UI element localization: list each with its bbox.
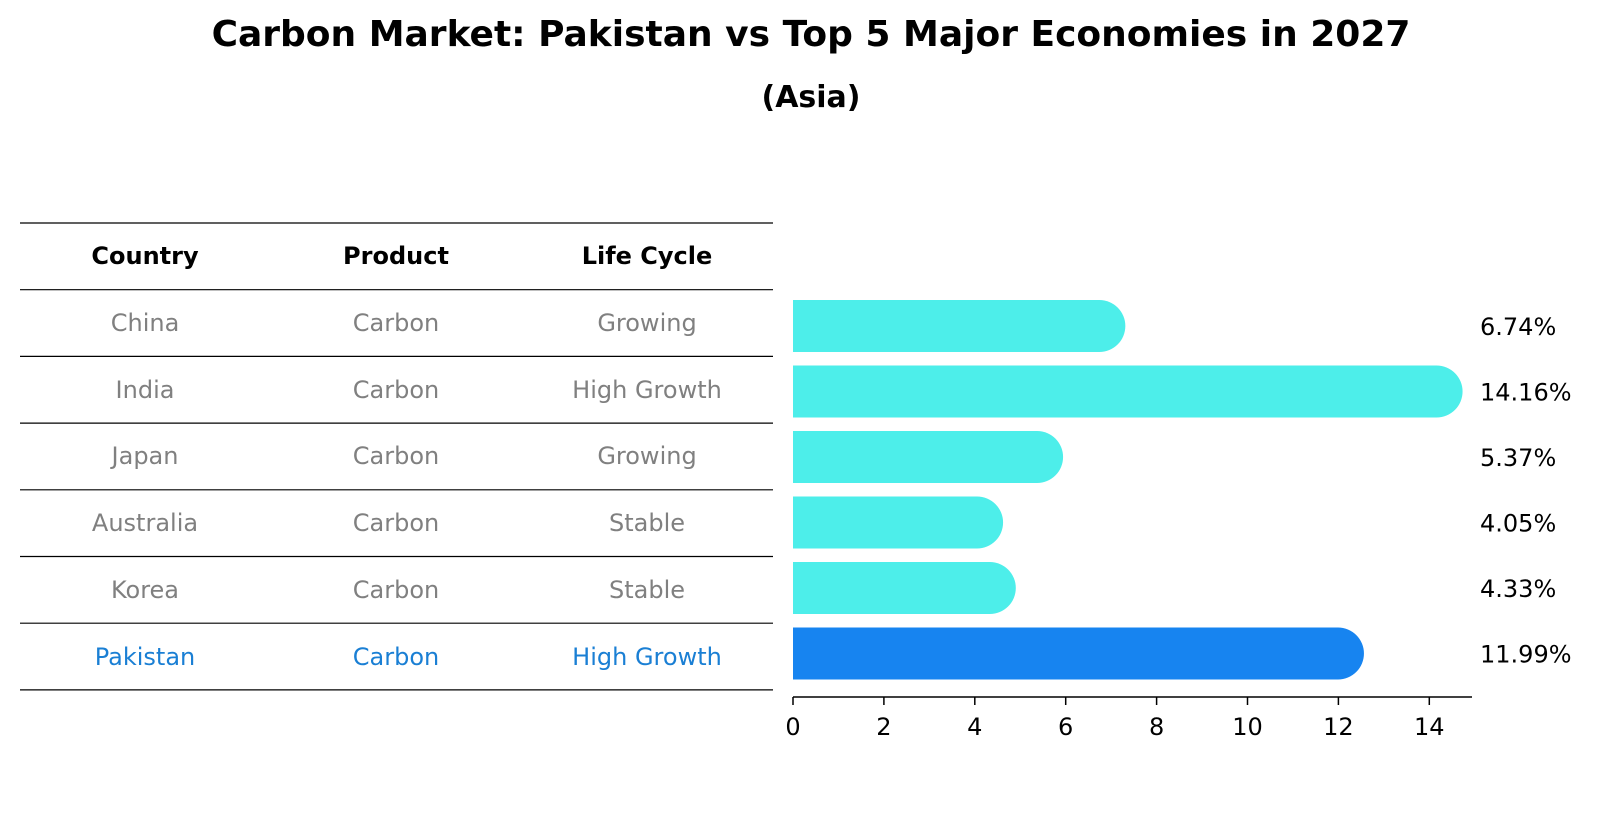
header-product: Product bbox=[343, 242, 449, 271]
life-cycle-cell: High Growth bbox=[572, 642, 722, 671]
life-cycle-cell: Stable bbox=[608, 509, 686, 538]
header-country: Country bbox=[91, 242, 199, 271]
bar-value-label: 4.33% bbox=[1480, 575, 1556, 603]
life-cycle-cell: Stable bbox=[608, 575, 686, 604]
x-tick-label: 0 bbox=[785, 713, 800, 741]
country-cell: Australia bbox=[91, 509, 199, 538]
bar-value-label: 11.99% bbox=[1480, 641, 1572, 669]
header-life-cycle: Life Cycle bbox=[581, 242, 713, 271]
life-cycle-cell: Growing bbox=[597, 442, 697, 471]
x-tick-label: 14 bbox=[1414, 713, 1445, 741]
product-cell: Carbon bbox=[352, 575, 440, 604]
data-table: Country Product Life Cycle China Carbon Growi… bbox=[0, 0, 780, 823]
x-tick-label: 10 bbox=[1232, 713, 1263, 741]
bar-value-label: 5.37% bbox=[1480, 444, 1556, 472]
bar-china bbox=[793, 300, 1126, 352]
x-tick-label: 12 bbox=[1323, 713, 1354, 741]
country-cell: Japan bbox=[111, 442, 179, 471]
table-rules bbox=[20, 222, 773, 691]
product-cell: Carbon bbox=[352, 309, 440, 338]
product-cell: Carbon bbox=[352, 442, 440, 471]
x-tick-label: 4 bbox=[967, 713, 982, 741]
country-cell: China bbox=[110, 309, 180, 338]
x-tick-label: 2 bbox=[876, 713, 891, 741]
bar-value-label: 6.74% bbox=[1480, 313, 1556, 341]
bar-australia bbox=[793, 496, 1004, 549]
life-cycle-cell: Growing bbox=[597, 309, 697, 338]
bar-value-label: 4.05% bbox=[1480, 510, 1556, 538]
life-cycle-cell: High Growth bbox=[572, 375, 722, 404]
x-tick-label: 8 bbox=[1149, 713, 1164, 741]
bar-korea bbox=[793, 562, 1016, 614]
chart-subtitle: (Asia) bbox=[761, 80, 861, 115]
country-cell: India bbox=[115, 375, 175, 404]
country-cell: Korea bbox=[110, 575, 180, 604]
x-tick-label: 6 bbox=[1058, 713, 1073, 741]
country-cell: Pakistan bbox=[94, 642, 196, 671]
bar-pakistan bbox=[793, 627, 1364, 680]
bar-japan bbox=[793, 431, 1064, 483]
bar-value-label: 14.16% bbox=[1480, 379, 1572, 407]
product-cell: Carbon bbox=[352, 509, 440, 538]
chart-title: Carbon Market: Pakistan vs Top 5 Major E… bbox=[211, 14, 1411, 55]
product-cell: Carbon bbox=[352, 642, 440, 671]
product-cell: Carbon bbox=[352, 375, 440, 404]
bar-india bbox=[793, 365, 1463, 418]
